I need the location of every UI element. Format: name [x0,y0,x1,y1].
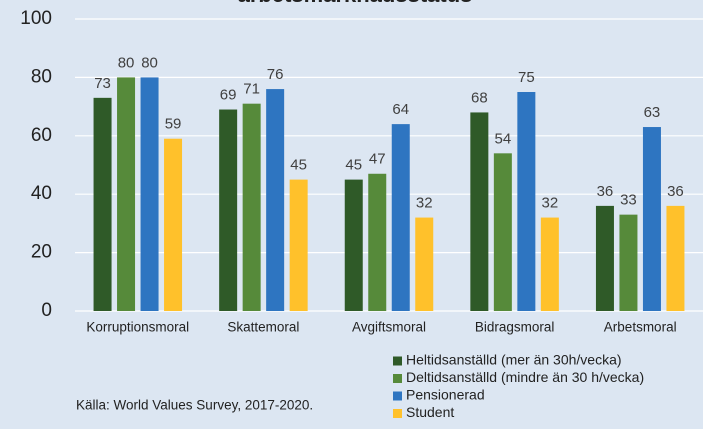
bar [219,109,238,312]
bar [93,97,112,311]
bar [164,138,183,311]
data-label: 80 [118,54,135,71]
legend-label: Deltidsanställd (mindre än 30 h/vecka) [406,369,644,385]
legend-label: Student [406,404,454,420]
bar [540,217,559,311]
bar [140,77,159,312]
x-tick-label: Arbetsmoral [604,320,677,335]
data-label: 32 [416,195,433,212]
data-label: 71 [243,81,260,98]
bar [619,214,638,311]
bar [595,205,614,311]
data-label: 33 [620,192,637,209]
data-label: 73 [94,75,111,92]
bar [117,77,136,312]
data-label: 36 [667,183,684,200]
bar [415,217,434,311]
y-tick-label: 40 [31,183,52,204]
bar [344,179,363,311]
data-label: 75 [518,69,535,86]
y-tick-label: 100 [20,8,52,29]
legend-label: Heltidsanställd (mer än 30h/vecka) [406,352,622,368]
legend-swatch [393,409,402,418]
bar [289,179,308,311]
legend-swatch [393,374,402,383]
data-label: 63 [644,104,661,121]
data-label: 69 [220,86,237,103]
bar [666,205,685,311]
data-label: 54 [495,130,512,147]
data-label: 59 [165,116,182,133]
source-note: Källa: World Values Survey, 2017-2020. [76,398,313,413]
y-tick-label: 80 [31,66,52,87]
data-label: 76 [267,66,284,83]
x-tick-label: Bidragsmoral [475,320,555,335]
bar [642,127,661,311]
data-label: 45 [290,157,307,174]
bar [266,89,285,311]
data-label: 64 [392,101,409,118]
data-label: 36 [597,183,614,200]
data-label: 45 [345,157,362,174]
legend-swatch [393,356,402,366]
data-label: 32 [542,195,559,212]
bar [493,153,512,311]
bar [470,112,489,311]
y-tick-label: 20 [31,242,52,263]
data-label: 68 [471,89,488,106]
x-tick-label: Skattemoral [227,320,299,335]
data-label: 47 [369,151,386,168]
y-tick-label: 60 [31,125,52,146]
y-tick-label: 0 [41,300,52,321]
bar [368,173,387,311]
bar [242,103,261,312]
data-label: 80 [141,54,158,71]
bar [517,92,536,311]
x-tick-label: Korruptionsmoral [86,320,189,335]
legend-swatch [393,391,402,401]
x-tick-label: Avgiftsmoral [352,320,426,335]
legend-label: Pensionerad [406,387,485,403]
bar [391,124,410,312]
chart-title: arbetsmarknadsstatus [238,0,473,7]
